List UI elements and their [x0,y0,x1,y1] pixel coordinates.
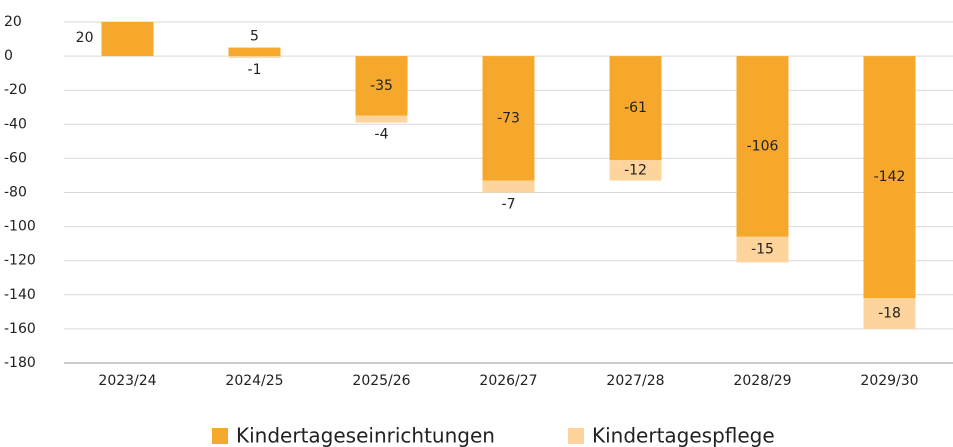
x-tick-label: 2027/28 [606,373,664,389]
bar [482,56,535,181]
data-label: -4 [375,127,389,143]
data-label: -106 [747,138,779,154]
bar [609,160,662,181]
bar [863,56,916,299]
bar [482,180,535,193]
data-label: -12 [624,162,647,178]
data-label: -142 [874,169,906,185]
x-tick-label: 2028/29 [733,373,791,389]
bar [863,298,916,329]
data-label: 5 [250,29,259,45]
data-label: -18 [878,306,901,322]
data-label: -15 [751,242,774,258]
legend-text: Kindertagespflege [592,424,775,447]
x-tick-label: 2026/27 [479,373,537,389]
y-tick-label: -60 [4,150,27,166]
y-tick-label: -120 [4,253,36,269]
y-tick-label: -20 [4,82,27,98]
bar [736,236,789,263]
x-tick-label: 2023/24 [98,373,156,389]
bar [736,56,789,237]
bar [228,56,281,58]
bar [228,47,281,57]
legend-swatch [568,428,584,444]
bar [101,22,154,57]
data-label: -35 [370,78,393,94]
y-tick-label: -100 [4,219,36,235]
y-tick-label: -160 [4,321,36,337]
bar [355,56,408,116]
data-label: -73 [497,110,520,126]
y-tick-label: 0 [4,48,13,64]
data-label: -61 [624,100,647,116]
y-tick-label: -40 [4,116,27,132]
legend-swatch [212,428,228,444]
y-tick-label: -140 [4,287,36,303]
legend-text: Kindertageseinrichtungen [236,424,495,447]
bar [355,115,408,123]
bar [609,56,662,161]
y-tick-label: -180 [4,355,36,371]
data-label: 20 [76,30,94,46]
x-tick-label: 2024/25 [225,373,283,389]
y-tick-label: 20 [4,14,22,30]
data-label: -7 [502,197,516,213]
x-tick-label: 2029/30 [860,373,918,389]
y-tick-label: -80 [4,185,27,201]
x-tick-label: 2025/26 [352,373,410,389]
data-label: -1 [248,62,262,78]
